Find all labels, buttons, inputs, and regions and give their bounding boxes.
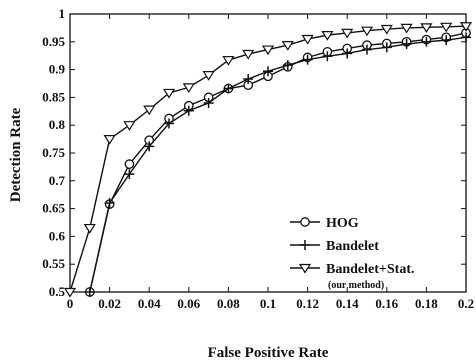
data-point-plus [461,32,471,43]
data-point-plus [183,105,194,116]
data-point-triangle [380,24,393,35]
data-point-plus [203,97,214,108]
data-point-triangle [459,22,473,32]
y-tick-label: 0.65 [42,201,65,216]
x-tick-label: 0.04 [138,296,161,311]
data-point-triangle [162,88,176,99]
data-point-triangle [123,121,136,131]
legend: HOG Bandelet Bandelet+Stat. (our method) [290,216,414,291]
data-point-triangle [103,135,116,145]
data-point-plus [104,198,115,209]
y-tick-label: 1 [59,6,66,21]
data-point-triangle [83,223,96,234]
data-point-plus [223,83,234,94]
x-tick-label: 0.16 [375,296,398,311]
data-point-plus [124,169,135,180]
data-point-triangle [222,56,235,66]
x-tick-label: 0.12 [296,296,319,311]
plot-frame [69,13,467,293]
x-tick-label: 0.06 [177,296,200,311]
axes [69,13,467,293]
series-line [89,32,467,293]
data-point-plus [421,36,432,47]
y-axis-label: Detection Rate [8,107,24,202]
data-point-plus [263,66,273,77]
x-tick-label: 0 [67,296,74,311]
data-point-plus [342,48,353,59]
legend-label: Bandelet [326,239,379,254]
x-axis-label: False Positive Rate [208,345,329,361]
series-plus [84,32,471,297]
data-point-plus [362,44,372,55]
data-point-triangle [440,22,453,33]
x-tick-label: 0.18 [415,296,438,311]
data-point-plus [164,118,174,129]
data-point-triangle [242,49,255,60]
series-line [69,25,467,293]
data-point-triangle [281,41,294,51]
data-point-triangle [420,23,433,33]
data-point-triangle [301,34,314,45]
data-point-triangle [360,26,374,37]
x-tick-label: 0.1 [260,296,276,311]
y-tick-label: 0.6 [49,228,66,243]
y-tick-label: 0.5 [49,284,66,299]
y-tick-label: 0.9 [49,62,66,77]
legend-label: HOG [326,216,359,231]
data-point-triangle [261,45,275,56]
data-point-plus [84,287,95,297]
x-tick-label: 0.08 [217,296,240,311]
legend-note: (our method) [328,280,384,291]
series-circle [84,28,471,297]
y-tick-label: 0.95 [42,34,65,49]
data-point-triangle [298,263,312,274]
y-tick-label: 0.75 [42,145,65,160]
data-point-triangle [321,31,334,41]
data-point-plus [282,60,293,71]
data-point-triangle [143,105,156,116]
data-point-circle [124,159,135,169]
y-tick-label: 0.55 [42,256,65,271]
series-triangle-down [63,22,473,298]
y-tick-label: 0.8 [49,117,66,132]
data-point-triangle [202,71,215,81]
data-point-plus [381,42,392,53]
data-point-plus [401,39,412,50]
series-layer [63,22,473,298]
data-point-plus [441,35,452,46]
ticks: 0 0.02 0.04 0.06 0.08 0.1 0.12 0.14 0.16 0.18 0.2 0… [42,6,474,311]
x-tick-label: 0.2 [458,296,474,311]
data-point-plus [243,74,254,85]
data-point-triangle [341,28,354,39]
x-tick-label: 0.14 [336,296,359,311]
data-point-circle [300,217,310,227]
data-point-triangle [400,23,413,34]
series-line [89,36,467,293]
y-tick-label: 0.7 [49,173,66,188]
y-tick-label: 0.85 [42,89,65,104]
data-point-plus [144,141,155,152]
data-point-plus [322,51,333,62]
legend-label: Bandelet+Stat. [326,262,414,277]
x-tick-label: 0.02 [98,296,121,311]
data-point-plus [300,240,310,250]
data-point-plus [302,54,313,65]
data-point-triangle [182,83,195,94]
data-point-triangle [63,287,77,298]
